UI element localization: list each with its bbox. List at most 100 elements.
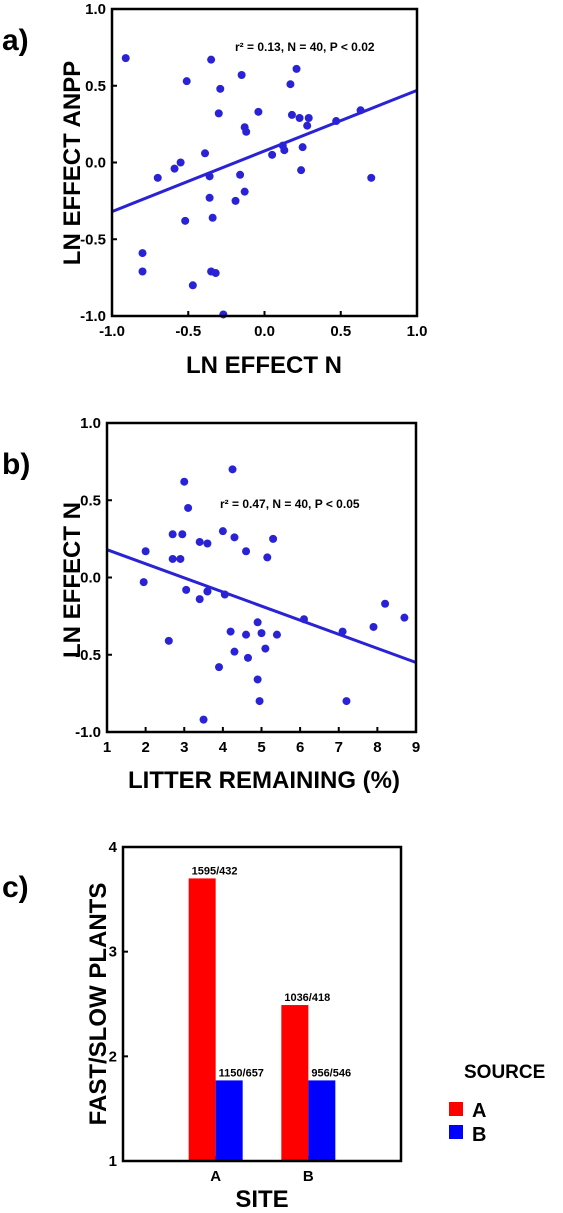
data-point <box>286 80 295 89</box>
data-point <box>230 533 239 542</box>
x-tick-label: 0.5 <box>330 323 351 340</box>
y-tick-label: -0.5 <box>80 231 106 248</box>
x-tick-label: 9 <box>412 739 420 756</box>
data-point <box>178 530 187 539</box>
data-point <box>400 613 409 622</box>
y-tick-label: 1 <box>109 1153 117 1170</box>
panel-a-points <box>121 54 376 319</box>
data-point <box>268 150 277 159</box>
data-point <box>153 173 162 182</box>
data-point <box>367 173 376 182</box>
panel-b-frame <box>105 421 418 734</box>
x-tick-label: A <box>210 1168 221 1185</box>
data-point <box>253 675 262 684</box>
data-point <box>240 187 249 196</box>
panel-b: b) LN EFFECT N LITTER REMAINING (%) r² =… <box>2 415 420 794</box>
data-point <box>214 109 223 118</box>
x-tick-label: B <box>303 1168 314 1185</box>
data-point <box>220 590 229 599</box>
panel-a-y-label: LN EFFECT ANPP <box>59 61 86 265</box>
y-tick-label: 0.5 <box>85 78 106 95</box>
bar <box>308 1080 336 1161</box>
y-tick-label: 0.0 <box>80 570 101 587</box>
data-point <box>269 534 278 543</box>
y-tick-label: -1.0 <box>80 308 106 325</box>
x-tick-label: 2 <box>141 739 149 756</box>
panel-b-label: b) <box>2 448 30 481</box>
data-point <box>203 539 212 548</box>
data-point <box>207 55 216 64</box>
x-tick-label: 3 <box>180 739 188 756</box>
panel-a-label: a) <box>2 24 29 57</box>
data-point <box>369 622 378 631</box>
data-point <box>381 599 390 608</box>
data-point <box>242 547 251 556</box>
data-point <box>138 249 147 258</box>
x-tick-label: -0.5 <box>175 323 201 340</box>
panel-c-y-label: FAST/SLOW PLANTS <box>85 883 112 1126</box>
data-point <box>253 618 262 627</box>
data-point <box>287 110 296 119</box>
data-point <box>211 269 220 278</box>
data-point <box>215 663 224 672</box>
panel-a: a) LN EFFECT ANPP LN EFFECT N r² = 0.13,… <box>2 1 427 379</box>
data-point <box>201 149 210 158</box>
data-point <box>181 216 190 225</box>
data-point <box>182 77 191 86</box>
panel-c-frame <box>121 845 403 1163</box>
y-tick-label: -1.0 <box>75 724 101 741</box>
data-point <box>219 310 228 319</box>
panel-a-x-label: LN EFFECT N <box>186 352 342 379</box>
data-point <box>203 587 212 596</box>
y-tick-label: 2 <box>109 1048 117 1065</box>
panel-b-points <box>139 465 409 724</box>
panel-c-x-label: SITE <box>235 1186 288 1213</box>
data-point <box>254 107 263 116</box>
data-point <box>184 503 193 512</box>
data-point <box>199 715 208 724</box>
y-tick-label: 4 <box>109 839 118 856</box>
y-tick-label: -0.5 <box>75 647 101 664</box>
data-point <box>257 629 266 638</box>
data-point <box>255 697 264 706</box>
x-tick-label: -1.0 <box>99 323 125 340</box>
data-point <box>332 117 341 126</box>
data-point <box>304 113 313 122</box>
bar <box>215 1080 243 1161</box>
data-point <box>242 630 251 639</box>
y-tick-label: 1.0 <box>80 415 101 432</box>
data-point <box>176 554 185 563</box>
data-point <box>298 143 307 152</box>
data-point <box>188 281 197 290</box>
data-point <box>295 113 304 122</box>
panel-c-label: c) <box>2 871 29 904</box>
legend-title: SOURCE <box>464 1062 545 1083</box>
panel-b-annotation: r² = 0.47, N = 40, P < 0.05 <box>220 497 360 511</box>
data-point <box>182 585 191 594</box>
data-point <box>205 172 214 181</box>
panel-c-bars: 1595/432 1150/657 1036/418 956/546 <box>188 865 351 1161</box>
panel-a-fit-line <box>111 88 418 214</box>
data-point <box>121 54 130 63</box>
legend-swatch-a <box>449 1102 463 1116</box>
data-point <box>299 615 308 624</box>
panel-b-ticks: 1 2 3 4 5 6 7 8 9 -1.0 -0.5 0.0 0.5 1.0 <box>75 415 420 756</box>
data-point <box>208 213 217 222</box>
y-tick-label: 1.0 <box>85 1 106 18</box>
bar-data-label: 1150/657 <box>219 1067 264 1079</box>
data-point <box>216 84 225 93</box>
y-tick-label: 0.5 <box>80 492 101 509</box>
data-point <box>168 554 177 563</box>
data-point <box>237 71 246 80</box>
panel-a-frame <box>110 7 419 318</box>
data-point <box>139 578 148 587</box>
legend-label-b: B <box>472 1124 486 1146</box>
y-tick-label: 0.0 <box>85 155 106 172</box>
data-point <box>218 527 227 536</box>
data-point <box>228 465 237 474</box>
data-point <box>303 121 312 130</box>
y-tick-label: 3 <box>109 944 117 961</box>
panel-c: c) FAST/SLOW PLANTS SITE 1 2 3 4 A B 1595/432… <box>2 839 403 1213</box>
data-point <box>280 146 289 155</box>
x-tick-label: 0.0 <box>254 323 275 340</box>
